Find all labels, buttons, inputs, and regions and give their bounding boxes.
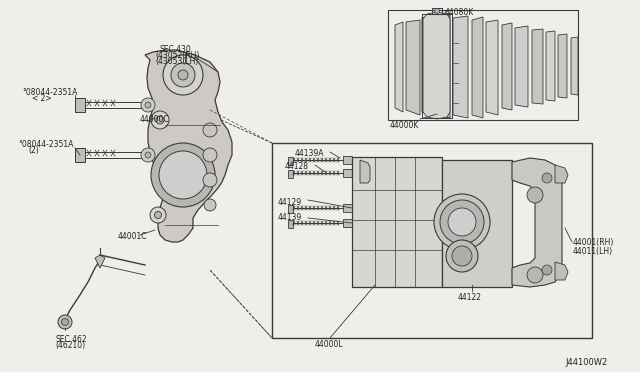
Circle shape (58, 315, 72, 329)
Text: (2): (2) (28, 146, 39, 155)
Polygon shape (558, 34, 567, 98)
Text: SEC.462: SEC.462 (55, 335, 86, 344)
Circle shape (527, 187, 543, 203)
Polygon shape (486, 20, 498, 115)
Text: 44011(LH): 44011(LH) (573, 247, 613, 256)
Bar (442, 160, 512, 287)
Polygon shape (453, 16, 468, 118)
Text: 44001(RH): 44001(RH) (573, 238, 614, 247)
Text: J44100W2: J44100W2 (565, 358, 607, 367)
Polygon shape (532, 29, 543, 104)
Text: (46210): (46210) (55, 341, 85, 350)
Circle shape (448, 208, 476, 236)
Circle shape (141, 98, 155, 112)
Circle shape (542, 173, 552, 183)
Bar (388, 10, 578, 120)
Circle shape (203, 123, 217, 137)
Polygon shape (75, 98, 85, 112)
Text: 44000K: 44000K (390, 121, 419, 130)
Text: °08044-2351A: °08044-2351A (18, 140, 74, 149)
Polygon shape (145, 50, 232, 242)
Circle shape (163, 55, 203, 95)
Circle shape (434, 194, 490, 250)
Circle shape (440, 200, 484, 244)
Circle shape (203, 173, 217, 187)
Text: 44001C: 44001C (118, 232, 147, 241)
Text: 44129: 44129 (278, 198, 302, 207)
Polygon shape (555, 262, 568, 280)
Polygon shape (95, 255, 105, 268)
Circle shape (171, 63, 195, 87)
Polygon shape (288, 157, 293, 165)
Polygon shape (571, 37, 578, 95)
Text: 44122: 44122 (458, 293, 482, 302)
Bar (272, 143, 592, 338)
Circle shape (435, 9, 440, 13)
Circle shape (156, 116, 164, 124)
Polygon shape (406, 20, 420, 115)
Polygon shape (502, 23, 512, 110)
Polygon shape (555, 165, 568, 183)
Text: 44139: 44139 (278, 213, 302, 222)
Circle shape (150, 207, 166, 223)
Text: 44139A: 44139A (295, 149, 324, 158)
Polygon shape (423, 12, 450, 119)
Circle shape (141, 148, 155, 162)
Polygon shape (395, 22, 403, 112)
Text: (43053(LH): (43053(LH) (155, 57, 198, 66)
Polygon shape (472, 17, 483, 118)
Text: SEC.430: SEC.430 (160, 45, 192, 54)
Bar (422, 14, 452, 118)
Polygon shape (512, 158, 562, 287)
Polygon shape (288, 220, 293, 228)
Text: 44080K: 44080K (445, 8, 474, 17)
Polygon shape (360, 160, 370, 183)
Polygon shape (422, 15, 450, 118)
Text: °08044-2351A: °08044-2351A (22, 88, 77, 97)
Polygon shape (343, 219, 352, 227)
Text: 44000L: 44000L (315, 340, 344, 349)
Text: < 2>: < 2> (32, 94, 52, 103)
Circle shape (151, 143, 215, 207)
Circle shape (154, 212, 161, 218)
Polygon shape (343, 169, 352, 177)
Polygon shape (343, 156, 352, 164)
Text: (43052(RH): (43052(RH) (155, 51, 200, 60)
Polygon shape (288, 170, 293, 178)
Circle shape (159, 151, 207, 199)
Circle shape (145, 152, 151, 158)
Bar (352, 157, 442, 287)
Polygon shape (343, 204, 352, 212)
Polygon shape (515, 26, 528, 107)
Circle shape (61, 318, 68, 326)
Circle shape (178, 70, 188, 80)
Circle shape (151, 111, 169, 129)
Circle shape (204, 199, 216, 211)
Text: 44128: 44128 (285, 162, 309, 171)
Circle shape (527, 267, 543, 283)
Text: 44000C: 44000C (140, 115, 170, 124)
Circle shape (542, 265, 552, 275)
Circle shape (203, 148, 217, 162)
Circle shape (452, 246, 472, 266)
Polygon shape (75, 148, 85, 162)
Circle shape (446, 240, 478, 272)
Polygon shape (546, 31, 555, 101)
Circle shape (145, 102, 151, 108)
Polygon shape (288, 205, 293, 213)
